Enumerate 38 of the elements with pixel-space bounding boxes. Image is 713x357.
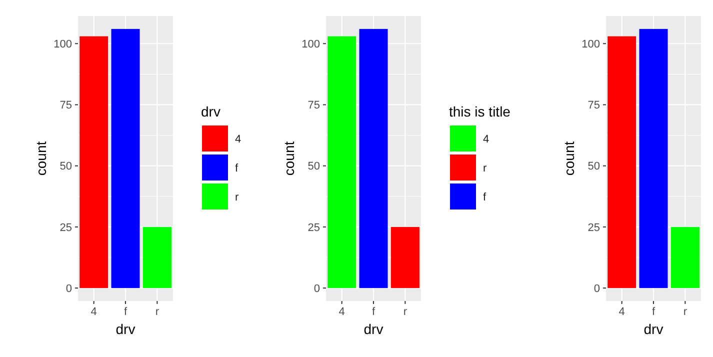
y-tick-label: 25 <box>588 222 600 234</box>
legend-label: r <box>235 191 239 204</box>
y-tick-label: 100 <box>302 38 320 50</box>
legend-label: 4 <box>235 133 242 146</box>
y-tick-label: 75 <box>308 100 320 112</box>
legend-label: f <box>235 162 239 174</box>
x-tick-label: 4 <box>338 306 345 318</box>
y-tick-label: 100 <box>582 38 600 50</box>
x-tick-label: r <box>683 306 688 318</box>
y-tick-label: 50 <box>60 160 72 173</box>
y-tick-label: 0 <box>314 282 320 295</box>
y-tick-label: 25 <box>60 222 72 234</box>
x-tick-label: 4 <box>90 306 97 318</box>
legend-title: drv <box>201 104 220 120</box>
y-axis-title: count <box>33 141 49 176</box>
y-tick-label: 100 <box>54 38 72 50</box>
y-tick-label: 50 <box>588 160 600 173</box>
y-tick-label: 75 <box>588 100 600 112</box>
legend-label: 4 <box>483 133 490 146</box>
x-tick-label: r <box>403 306 408 318</box>
legend-title: this is title <box>449 104 511 120</box>
x-axis-title: drv <box>364 321 384 337</box>
legend-label: r <box>483 162 487 174</box>
x-tick-label: f <box>372 306 376 318</box>
legend-label: f <box>483 191 487 204</box>
y-tick-label: 0 <box>594 282 600 295</box>
x-tick-label: f <box>652 306 656 318</box>
y-axis-title: count <box>281 141 297 176</box>
y-tick-label: 75 <box>60 100 72 112</box>
y-axis-title: count <box>561 141 577 176</box>
x-axis-title: drv <box>644 321 664 337</box>
x-tick-label: 4 <box>618 306 625 318</box>
x-axis-title: drv <box>116 321 136 337</box>
y-tick-label: 25 <box>308 222 320 234</box>
x-tick-label: f <box>124 306 128 318</box>
y-tick-label: 0 <box>66 282 72 295</box>
y-tick-label: 50 <box>308 160 320 173</box>
x-tick-label: r <box>155 306 160 318</box>
